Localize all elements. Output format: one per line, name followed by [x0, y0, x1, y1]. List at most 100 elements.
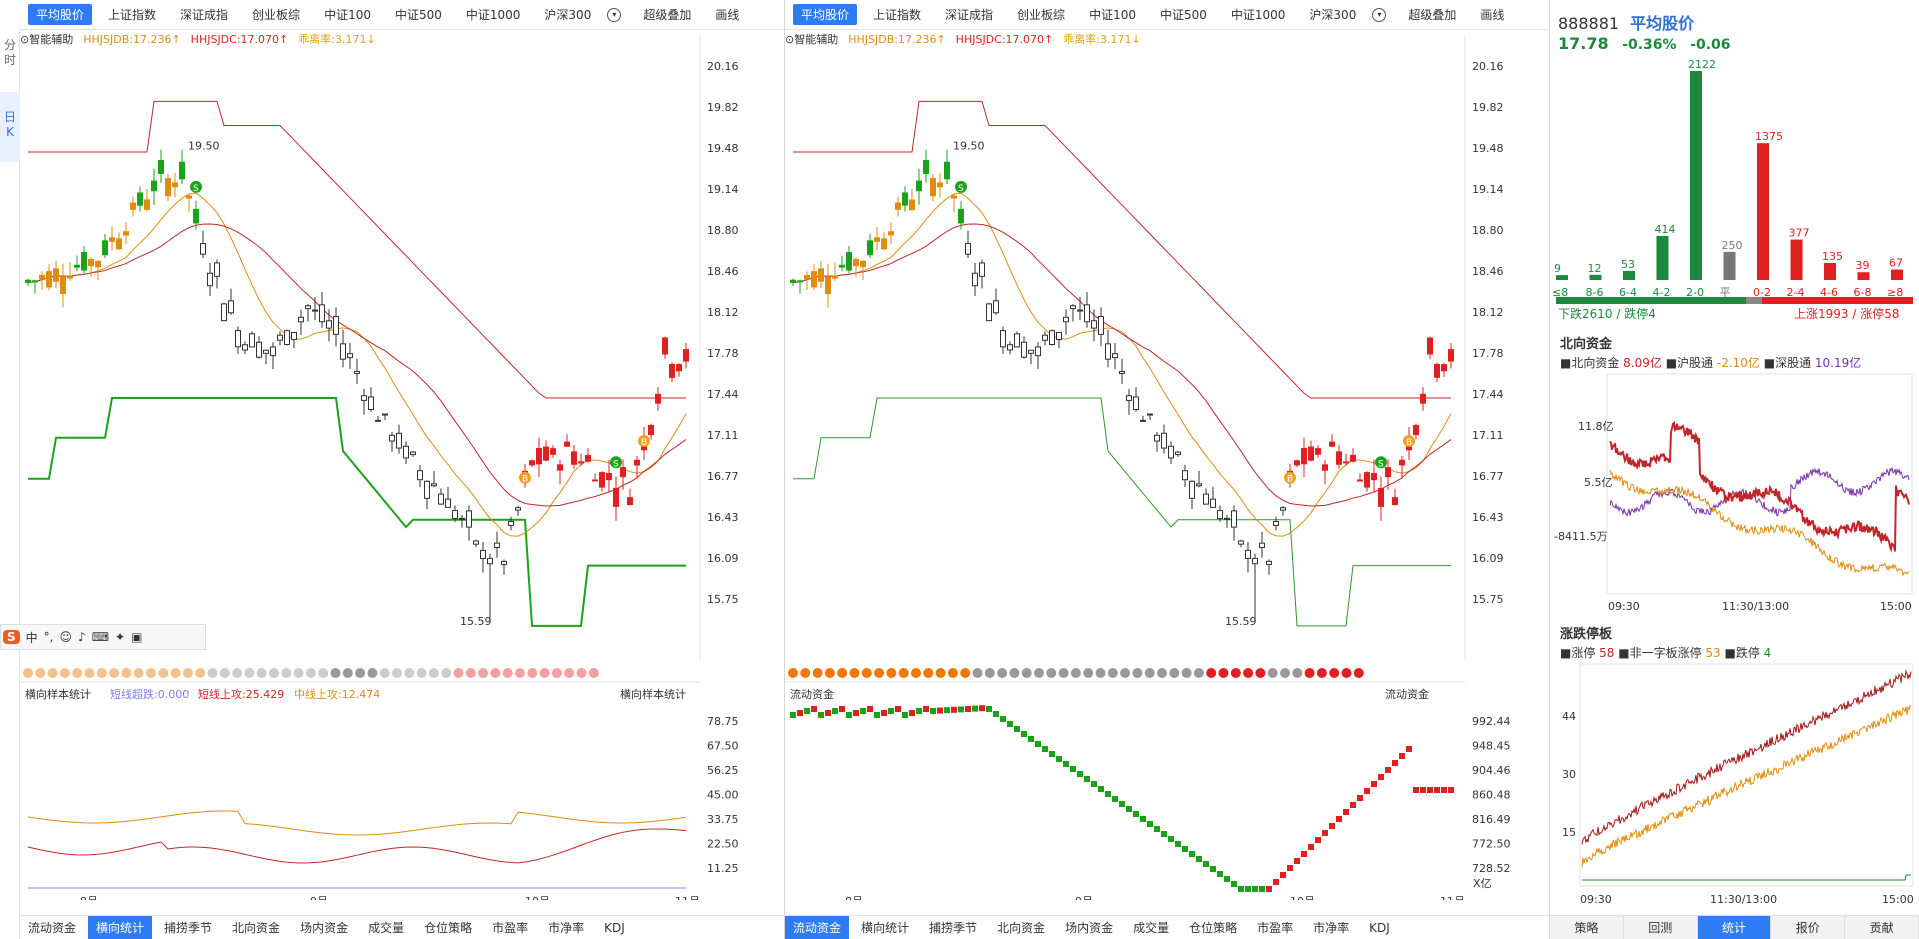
- candle: [452, 510, 458, 520]
- fund-block: [1245, 886, 1251, 892]
- indicator-tab[interactable]: 市盈率: [492, 921, 529, 935]
- index-tab[interactable]: 沪深300: [1309, 8, 1357, 22]
- toolbar-draw-button[interactable]: 画线: [715, 8, 740, 22]
- stats-tab[interactable]: 统计: [1697, 916, 1772, 939]
- kline-chart: 20.16 19.82 19.48 19.14 18.80 18.46 18.12 17.78…: [785, 35, 1511, 900]
- indicator-tab[interactable]: 仓位策略: [1189, 921, 1238, 935]
- candle: [242, 344, 248, 351]
- status-dot: [318, 668, 329, 678]
- more-dropdown-icon[interactable]: ▾: [1372, 7, 1387, 22]
- index-tab[interactable]: 中证1000: [1230, 8, 1286, 22]
- fund-block: [1385, 767, 1391, 773]
- signal-marker: [1403, 435, 1415, 448]
- candle: [853, 259, 859, 267]
- indicator-tab[interactable]: 北向资金: [997, 921, 1046, 935]
- candle: [396, 432, 402, 449]
- candle: [445, 498, 451, 508]
- stats-tab[interactable]: 回测: [1623, 916, 1698, 939]
- fund-block: [839, 706, 845, 712]
- fund-block: [1427, 787, 1433, 793]
- index-tab[interactable]: 上证指数: [873, 8, 922, 22]
- assist-toggle[interactable]: ⊙智能辅助: [785, 33, 839, 46]
- toolbar-draw-button[interactable]: 画线: [1480, 8, 1505, 22]
- candle: [1007, 344, 1013, 351]
- assist-toggle[interactable]: ⊙智能辅助: [20, 33, 74, 46]
- index-tab[interactable]: 沪深300: [544, 8, 592, 22]
- status-dot: [1230, 668, 1241, 678]
- indicator-tab[interactable]: 市净率: [548, 921, 585, 935]
- price-tick: 19.14: [1472, 183, 1504, 196]
- status-dot: [342, 668, 353, 678]
- candle: [923, 159, 929, 174]
- status-dot: [849, 668, 860, 678]
- status-dot: [244, 668, 255, 678]
- toolbar-overlay-button[interactable]: 超级叠加: [643, 8, 692, 22]
- fund-block: [1413, 787, 1419, 793]
- candle: [410, 451, 416, 456]
- lower-tick: 78.75: [707, 715, 739, 728]
- index-tab[interactable]: 平均股价: [28, 4, 93, 25]
- index-tab[interactable]: 中证500: [1159, 8, 1207, 22]
- status-dot: [1280, 668, 1290, 678]
- index-tab[interactable]: 平均股价: [793, 4, 858, 25]
- signal-label: S: [613, 459, 619, 469]
- stats-tab[interactable]: 报价: [1771, 916, 1846, 939]
- indicator-tab[interactable]: 市盈率: [1257, 921, 1294, 935]
- candle: [1091, 320, 1097, 329]
- index-name: 平均股价: [1630, 14, 1695, 33]
- candle: [193, 208, 199, 224]
- indicator-tab[interactable]: 北向资金: [232, 921, 281, 935]
- candle: [1392, 497, 1398, 506]
- more-dropdown-icon[interactable]: ▾: [607, 7, 622, 22]
- index-tab[interactable]: 上证指数: [108, 8, 157, 22]
- index-tab[interactable]: 中证100: [324, 8, 371, 22]
- index-tab[interactable]: 中证1000: [465, 8, 521, 22]
- indicator-tab[interactable]: 成交量: [368, 921, 405, 935]
- indicator-tab[interactable]: 流动资金: [28, 921, 77, 935]
- indicator-tab[interactable]: 流动资金: [785, 916, 850, 939]
- index-tab[interactable]: 中证100: [1089, 8, 1136, 22]
- candle: [676, 364, 682, 372]
- stats-tab[interactable]: 贡献: [1845, 916, 1919, 939]
- indicator-tab[interactable]: 捕捞季节: [164, 921, 213, 935]
- indicator-tab[interactable]: 场内资金: [300, 921, 349, 935]
- indicator-tab[interactable]: 场内资金: [1065, 921, 1114, 935]
- fund-block: [1105, 791, 1111, 797]
- candle: [895, 202, 901, 210]
- toolbar-overlay-button[interactable]: 超级叠加: [1408, 8, 1457, 22]
- indicator-tab[interactable]: 横向统计: [88, 916, 153, 939]
- indicator-tab[interactable]: KDJ: [1369, 920, 1390, 935]
- indicator-tab[interactable]: 捕捞季节: [929, 921, 978, 935]
- index-tab[interactable]: 创业板综: [1017, 8, 1066, 22]
- dist-value: 414: [1655, 223, 1676, 236]
- fund-block: [1259, 886, 1265, 892]
- status-dot: [1353, 668, 1364, 678]
- candle: [235, 330, 241, 348]
- candle: [662, 337, 668, 355]
- lower-band: [28, 397, 686, 627]
- ime-toolbar[interactable]: S 中 °, ☺ ♪ ⌨ ✦ ▣: [0, 624, 206, 650]
- dist-label: 8-6: [1586, 286, 1604, 299]
- fund-block: [1077, 771, 1083, 777]
- fund-block: [1112, 796, 1118, 802]
- indicator-tab[interactable]: 仓位策略: [424, 921, 473, 935]
- indicator-tab[interactable]: 成交量: [1133, 921, 1170, 935]
- candle: [431, 483, 437, 487]
- candle: [620, 467, 626, 478]
- signal-marker: [190, 180, 202, 193]
- stats-tab[interactable]: 策略: [1550, 916, 1624, 939]
- index-tab[interactable]: 创业板综: [252, 8, 301, 22]
- indicator-tab[interactable]: 横向统计: [861, 921, 910, 935]
- index-tab[interactable]: 深证成指: [945, 8, 994, 22]
- candle: [1308, 446, 1314, 461]
- index-tab[interactable]: 深证成指: [180, 8, 229, 22]
- indicator-tab[interactable]: KDJ: [604, 920, 625, 935]
- fund-block: [1280, 872, 1286, 878]
- index-tab[interactable]: 中证500: [394, 8, 442, 22]
- candle: [102, 240, 108, 256]
- tab-intraday[interactable]: 分时: [3, 38, 16, 67]
- indicator-tab[interactable]: 市净率: [1313, 921, 1350, 935]
- candle: [958, 208, 964, 224]
- candle: [340, 343, 346, 360]
